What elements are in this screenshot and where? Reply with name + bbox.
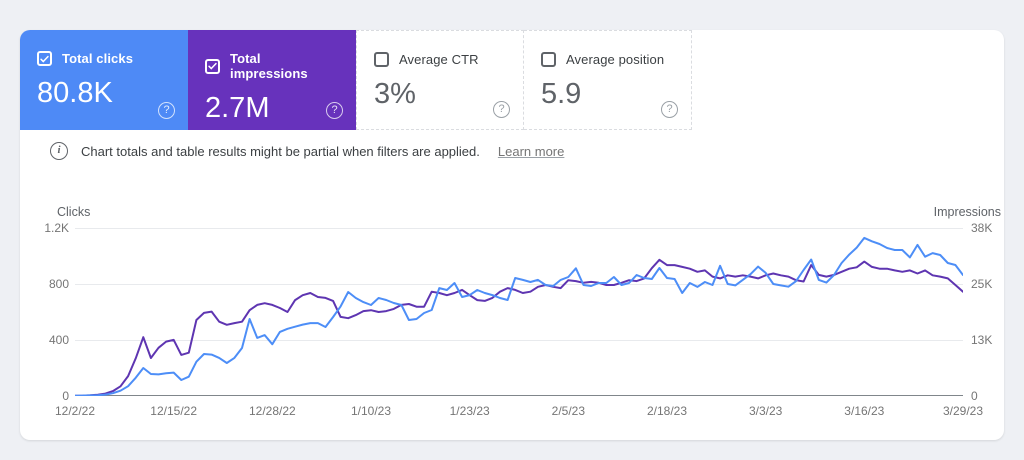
metric-card-average-position[interactable]: Average position 5.9 ? <box>524 30 692 130</box>
metric-card-average-ctr[interactable]: Average CTR 3% ? <box>356 30 524 130</box>
checkbox-icon[interactable] <box>37 51 52 66</box>
chart-plot-area <box>75 228 963 396</box>
learn-more-link[interactable]: Learn more <box>497 143 565 159</box>
card-label: Average CTR <box>399 52 479 67</box>
checkbox-icon[interactable] <box>205 58 220 74</box>
card-label: Average position <box>566 52 665 67</box>
card-value: 3% <box>374 78 416 110</box>
checkbox-icon[interactable] <box>541 52 556 67</box>
help-icon[interactable]: ? <box>661 101 678 118</box>
help-icon[interactable]: ? <box>326 102 343 119</box>
help-icon[interactable]: ? <box>158 102 175 119</box>
filter-notice-banner: i Chart totals and table results might b… <box>50 142 564 160</box>
card-value: 5.9 <box>541 78 582 110</box>
card-value: 2.7M <box>205 92 270 124</box>
right-axis-title: Impressions <box>933 205 1001 219</box>
help-icon[interactable]: ? <box>493 101 510 118</box>
card-value: 80.8K <box>37 77 113 109</box>
metric-card-total-impressions[interactable]: Total impressions 2.7M ? <box>188 30 356 130</box>
card-label: Total impressions <box>230 51 308 81</box>
card-label: Total clicks <box>62 51 134 66</box>
info-icon: i <box>50 142 68 160</box>
performance-chart: Clicks Impressions 1.2K 800 400 0 38K 25K 13K… <box>44 205 1001 418</box>
metric-card-total-clicks[interactable]: Total clicks 80.8K ? <box>20 30 188 130</box>
checkbox-icon[interactable] <box>374 52 389 67</box>
banner-text: Chart totals and table results might be … <box>81 143 480 159</box>
metric-cards: Total clicks 80.8K ? Total impressions 2… <box>20 30 692 130</box>
performance-panel: Total clicks 80.8K ? Total impressions 2… <box>20 30 1004 440</box>
left-axis-title: Clicks <box>57 205 91 219</box>
